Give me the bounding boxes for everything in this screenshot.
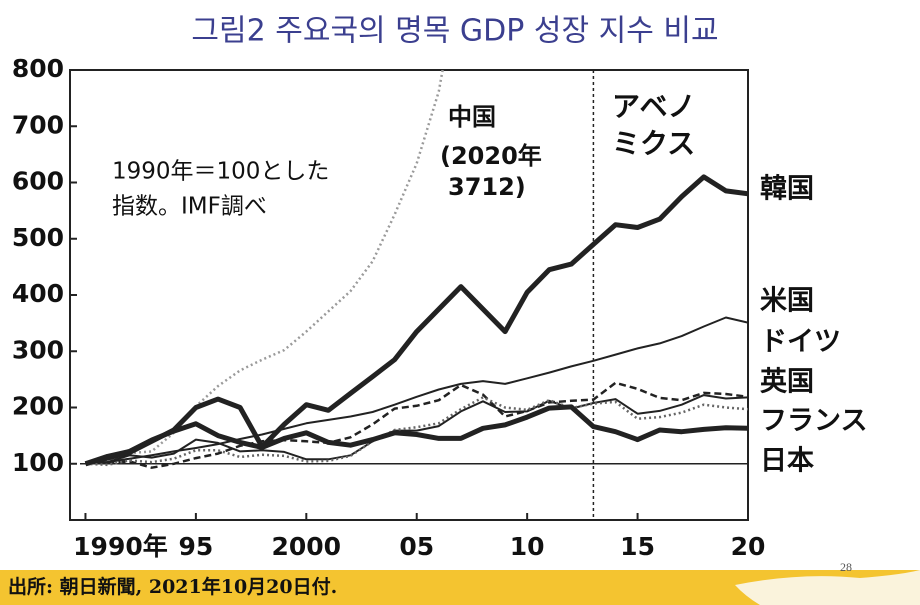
series-line: [85, 394, 748, 465]
y-tick-label: 200: [12, 392, 64, 421]
y-tick-label: 500: [12, 223, 64, 252]
x-tick-label: 95: [178, 532, 213, 561]
y-tick-label: 600: [12, 167, 64, 196]
footer-source: 出所: 朝日新聞, 2021年10月20日付.: [8, 575, 337, 598]
series-line: [84, 404, 748, 467]
series-label: ドイツ: [760, 327, 841, 358]
plot-area: [84, 70, 748, 469]
annotation: アベノ: [612, 90, 695, 123]
y-tick-label: 700: [12, 110, 64, 139]
series-label: 中国: [448, 103, 496, 131]
series-line: [85, 381, 748, 469]
x-tick-label: 2000: [272, 532, 342, 561]
x-tick-label: 1990年: [73, 532, 168, 561]
footer-brush: [735, 570, 920, 605]
series-line: [85, 316, 748, 465]
x-tick-label: 05: [399, 532, 434, 561]
y-tick-label: 100: [12, 448, 64, 477]
x-tick-label: 10: [510, 532, 545, 561]
series-line: [84, 174, 748, 467]
series-label: フランス: [760, 406, 867, 437]
annotation: 3712): [448, 173, 526, 201]
annotation: 指数。IMF調べ: [112, 194, 267, 220]
y-tick-label: 300: [12, 335, 64, 364]
page-number: 28: [840, 560, 852, 574]
slide-title: 그림2 주요국의 명목 GDP 성장 지수 비교: [191, 14, 718, 49]
annotation: (2020年: [440, 142, 542, 170]
series-label: 英国: [760, 367, 814, 398]
series-label: 韓国: [760, 174, 814, 205]
x-tick-label: 20: [731, 532, 766, 561]
y-tick-label: 800: [12, 54, 64, 83]
series-label: 米国: [760, 286, 814, 317]
annotation: ミクス: [612, 127, 695, 160]
annotation: 1990年＝100とした: [112, 159, 329, 185]
series-label: 日本: [760, 446, 814, 477]
x-tick-label: 15: [620, 532, 655, 561]
y-tick-label: 400: [12, 279, 64, 308]
